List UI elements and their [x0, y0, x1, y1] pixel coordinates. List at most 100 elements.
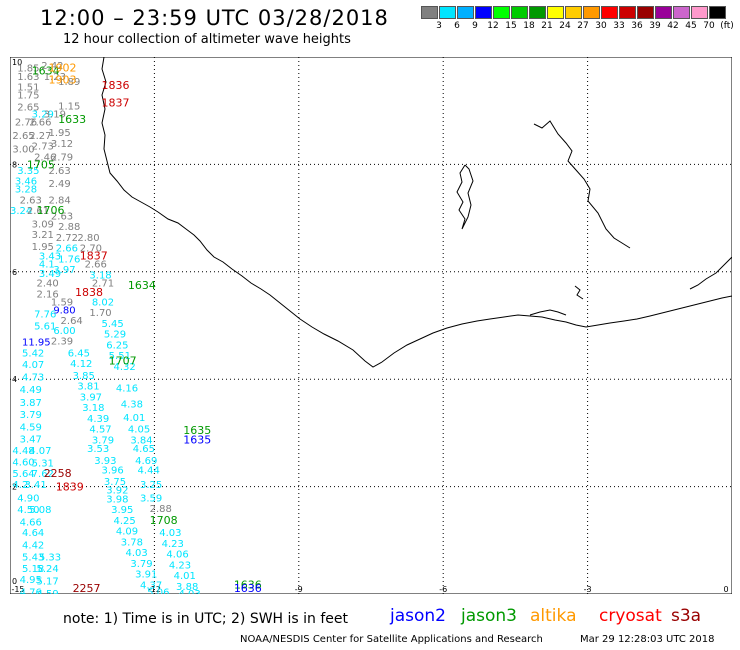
wave-height-value: 3.78 — [121, 537, 143, 548]
wave-height-value: 3.92 — [106, 485, 128, 496]
wave-height-value: 1.85 — [17, 64, 39, 75]
wave-height-value: 3.46 — [15, 177, 37, 188]
niger-benue-rivers — [689, 256, 732, 290]
wave-height-value: 6.45 — [68, 348, 90, 359]
wave-height-value: 2.65 — [17, 102, 39, 113]
wave-height-value: 4.64 — [22, 528, 44, 539]
wave-height-value: 9.80 — [53, 305, 75, 316]
wave-height-value: 4.03 — [159, 528, 181, 539]
color-swatch — [619, 6, 636, 19]
wave-height-value: 2.63 — [51, 211, 73, 222]
wave-height-value: 3.09 — [32, 219, 54, 230]
satellite-legend-s3a: s3a — [671, 606, 702, 626]
wave-height-value: 2.72 — [56, 233, 78, 244]
pass-time-label: 1836 — [101, 79, 129, 92]
longitude-tick-label: 0 — [723, 585, 728, 594]
color-swatch — [601, 6, 618, 19]
pass-time-label: 1634 — [128, 279, 156, 292]
pass-time-label: 1636 — [234, 578, 262, 591]
wave-height-value: 7.76 — [34, 310, 56, 321]
wave-height-value: 1.75 — [17, 91, 39, 102]
color-scale-label: 70 — [703, 21, 715, 31]
wave-height-value: 3.41 — [24, 480, 46, 491]
color-scale-label: 36 — [631, 21, 643, 31]
pass-time-label: 1706 — [36, 204, 64, 217]
wave-height-value: 1.59 — [51, 297, 73, 308]
satellite-legend-cryosat: cryosat — [599, 606, 662, 626]
color-swatch — [547, 6, 564, 19]
color-swatch — [529, 6, 546, 19]
wave-height-value: 3.97 — [53, 265, 75, 276]
wave-height-value: 4.23 — [162, 539, 184, 550]
color-scale-label: 3 — [436, 21, 442, 31]
wave-height-value: 3.79 — [130, 559, 152, 570]
river-delta-lines — [533, 120, 631, 249]
wave-height-value: 3.18 — [89, 270, 111, 281]
wave-height-observations: 1.85 2.421.63 1.231.51 1.891.752.65 1.153.29… — [10, 61, 201, 594]
wave-height-value: 2.66 — [85, 260, 107, 271]
wave-height-value: 3.93 — [94, 456, 116, 467]
wave-height-value: 1.95 — [49, 128, 71, 139]
wave-height-value: 3.29 — [32, 109, 54, 120]
color-swatch — [421, 6, 438, 19]
lake-kainji-outline — [574, 285, 584, 300]
wave-height-value: 3.53 — [87, 444, 109, 455]
longitude-tick-label: -6 — [439, 585, 447, 594]
map-title: 12:00 – 23:59 UTC 03/28/2018 — [40, 6, 389, 30]
wave-height-value: 4.01 — [174, 571, 196, 582]
wave-height-map: -15 -12 -9 -6 -3 0 10 8 6 4 2 0 1.85 2.421.63 1.23 1.5… — [10, 57, 732, 594]
wave-height-value: 2.16 — [36, 289, 58, 300]
color-swatch — [673, 6, 690, 19]
wave-height-value: 4.25 — [113, 516, 135, 527]
wave-height-value: 2.73 — [32, 142, 54, 153]
wave-height-value: 2.46 — [34, 152, 56, 163]
wave-height-value: 3.88 — [176, 582, 198, 593]
wave-height-value: 4.57 — [89, 425, 111, 436]
wave-height-value: 3.49 — [39, 269, 61, 280]
wave-height-value: 4.1 — [39, 260, 55, 271]
color-scale-label: 6 — [454, 21, 460, 31]
wave-height-value: 4.12 — [70, 359, 92, 370]
wave-height-value: 4.42 — [22, 541, 44, 552]
wave-height-value: 3.95 — [111, 505, 133, 516]
wave-height-value: 3.79 — [20, 410, 42, 421]
wave-height-value: 3.00 — [12, 144, 34, 155]
wave-height-value: 4.69 — [135, 456, 157, 467]
wave-height-value: 2.40 — [36, 279, 58, 290]
wave-height-value: 4.38 — [121, 399, 143, 410]
wave-height-value: 7.62 — [32, 469, 54, 480]
longitude-tick-label: -15 — [11, 585, 24, 594]
wave-height-value: 4.44 — [138, 465, 160, 476]
wave-height-value: 4.06 — [166, 550, 188, 561]
wave-height-value: 5.08 — [29, 505, 51, 516]
footnote: note: 1) Time is in UTC; 2) SWH is in fe… — [63, 611, 349, 627]
wave-height-value: 3.18 — [82, 403, 104, 414]
wave-height-value: 3.96 — [101, 465, 123, 476]
wave-height-value: 4.09 — [116, 527, 138, 538]
wave-height-value: 3.84 — [130, 435, 152, 446]
wave-height-value: 4.32 — [113, 362, 135, 373]
latitude-tick-label: 0 — [12, 577, 17, 586]
wave-height-value: 4.48 — [12, 446, 34, 457]
wave-height-value: 2.61 — [27, 206, 49, 217]
color-scale-label: 24 — [559, 21, 571, 31]
wave-height-value: 2.66 — [56, 244, 78, 255]
wave-height-value: 3.19 — [44, 109, 66, 120]
pass-time-label: 1635 — [183, 433, 211, 446]
wave-height-value: 1.76 — [58, 254, 80, 265]
wave-height-value: 8.02 — [92, 297, 114, 308]
wave-height-value: 4.59 — [36, 589, 58, 594]
wave-height-value: 2.64 — [61, 316, 83, 327]
wave-height-value: 3.79 — [92, 435, 114, 446]
wave-height-value: 5.42 — [22, 348, 44, 359]
wave-height-value: 2.70 — [80, 244, 102, 255]
lake-volta-outline — [456, 164, 474, 230]
color-swatch — [511, 6, 528, 19]
wave-height-value: 5.06 — [147, 587, 169, 594]
wave-height-value: 3.35 — [17, 166, 39, 177]
wave-height-value: 4.07 — [29, 446, 51, 457]
wave-height-value: 4.05 — [128, 425, 150, 436]
wave-height-value: 4.03 — [178, 589, 200, 594]
color-scale-label: 21 — [541, 21, 553, 31]
wave-height-value: 1.70 — [89, 308, 111, 319]
